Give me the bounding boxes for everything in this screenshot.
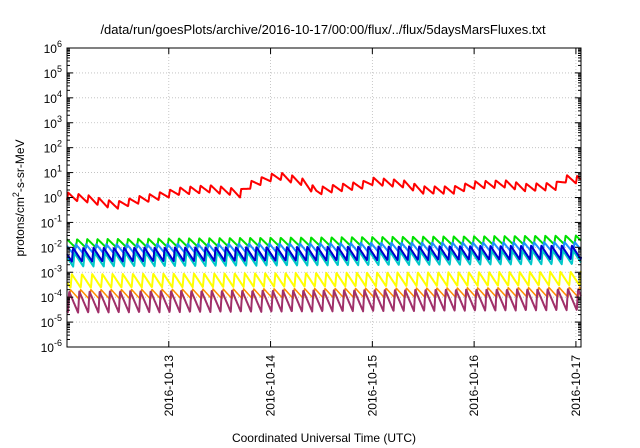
y-axis-label-sup: 2 (11, 192, 21, 197)
y-tick-label: 103 (44, 114, 62, 131)
x-axis-label: Coordinated Universal Time (UTC) (232, 431, 416, 445)
y-tick-exponent: 0 (57, 189, 62, 199)
x-tick-label: 2016-10-14 (264, 355, 278, 417)
y-tick-base: 10 (44, 117, 58, 131)
y-axis-label: protons/cm2-s-sr-MeV (11, 139, 27, 256)
y-tick-base: 10 (44, 142, 58, 156)
y-tick-exponent: -6 (54, 338, 62, 348)
x-tick-label: 2016-10-13 (162, 355, 176, 417)
series-lines (66, 172, 582, 314)
y-axis-label-rest: -s-sr-MeV (13, 139, 27, 192)
x-tick-label: 2016-10-17 (569, 355, 583, 417)
series-line-4 (66, 244, 582, 263)
axis-ticks: 10-610-510-410-310-210-11001011021031041… (41, 39, 583, 416)
series-line-2 (66, 240, 582, 257)
y-tick-base: 10 (44, 167, 58, 181)
y-tick-label: 10-1 (41, 213, 62, 230)
y-tick-exponent: 2 (57, 139, 62, 149)
y-tick-exponent: 5 (57, 64, 62, 74)
y-tick-exponent: -5 (54, 313, 62, 323)
x-tick-label: 2016-10-15 (365, 355, 379, 417)
y-tick-base: 10 (44, 67, 58, 81)
series-line-3 (66, 249, 582, 268)
y-tick-exponent: 3 (57, 114, 62, 124)
y-tick-label: 104 (44, 89, 62, 106)
y-tick-label: 106 (44, 39, 62, 56)
y-tick-label: 105 (44, 64, 62, 81)
chart-title: /data/run/goesPlots/archive/2016-10-17/0… (100, 22, 546, 37)
series-line-7 (66, 288, 582, 314)
y-tick-label: 10-3 (41, 263, 62, 280)
y-tick-base: 10 (44, 42, 58, 56)
y-axis-label-main: protons/cm (13, 197, 27, 256)
y-tick-label: 102 (44, 139, 62, 156)
y-tick-exponent: -2 (54, 238, 62, 248)
y-tick-label: 10-4 (41, 288, 62, 305)
y-tick-exponent: -4 (54, 288, 62, 298)
series-line-0 (66, 172, 582, 210)
y-tick-base: 10 (44, 92, 58, 106)
y-tick-base: 10 (44, 192, 58, 206)
y-tick-base: 10 (41, 216, 55, 230)
y-tick-exponent: 4 (57, 89, 62, 99)
y-tick-label: 100 (44, 189, 62, 206)
y-tick-base: 10 (41, 266, 55, 280)
y-tick-exponent: 1 (57, 164, 62, 174)
y-tick-base: 10 (41, 291, 55, 305)
y-tick-label: 10-6 (41, 338, 62, 355)
y-tick-exponent: -1 (54, 213, 62, 223)
series-line-1 (66, 234, 582, 249)
y-tick-label: 101 (44, 164, 62, 181)
x-tick-label: 2016-10-16 (467, 355, 481, 417)
y-tick-base: 10 (41, 341, 55, 355)
y-tick-exponent: -3 (54, 263, 62, 273)
y-tick-label: 10-5 (41, 313, 62, 330)
series-line-5 (66, 270, 582, 289)
y-tick-base: 10 (41, 316, 55, 330)
y-tick-exponent: 6 (57, 39, 62, 49)
y-tick-label: 10-2 (41, 238, 62, 255)
y-tick-base: 10 (41, 241, 55, 255)
